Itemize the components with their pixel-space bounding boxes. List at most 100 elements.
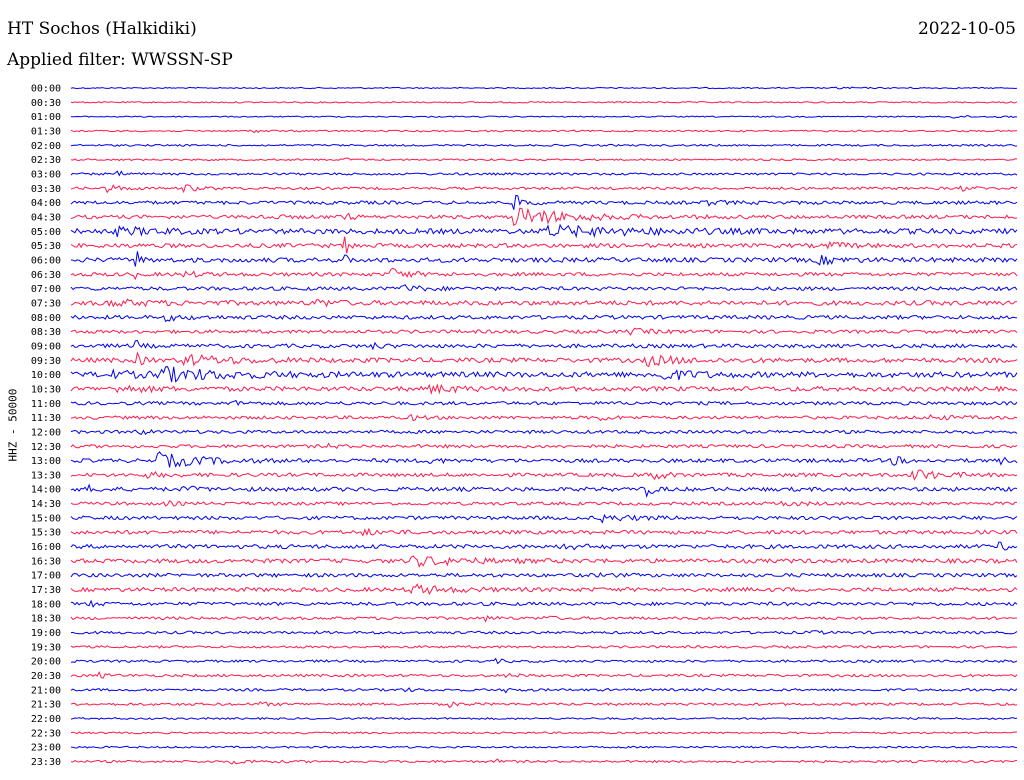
time-label: 12:30 [31,442,61,453]
time-label: 17:00 [31,571,61,582]
trace-line [70,583,1018,596]
time-label: 03:30 [31,184,61,195]
time-label: 12:00 [31,427,61,438]
time-label: 18:00 [31,599,61,610]
trace-line [70,413,1018,422]
trace-line [70,366,1018,383]
trace-line [70,555,1018,568]
time-label: 01:30 [31,127,61,138]
filter-label: Applied filter: WWSSN-SP [7,50,233,70]
trace-line [70,657,1018,665]
seismic-traces [70,86,1018,765]
trace-line [70,170,1018,177]
time-label: 15:30 [31,528,61,539]
trace-line [70,383,1018,395]
time-label: 10:00 [31,370,61,381]
trace-line [70,731,1018,735]
time-label: 00:30 [31,98,61,109]
time-label: 05:00 [31,227,61,238]
time-label: 20:00 [31,657,61,668]
trace-line [70,599,1018,608]
time-label: 03:00 [31,170,61,181]
trace-line [70,339,1018,351]
time-label: 09:00 [31,341,61,352]
time-label: 18:30 [31,614,61,625]
time-label: 11:30 [31,413,61,424]
trace-line [70,143,1018,147]
trace-line [70,630,1018,635]
trace-line [70,513,1018,524]
trace-line [70,298,1017,308]
time-label: 11:00 [31,399,61,410]
trace-line [70,236,1018,254]
time-labels: 00:00 00:30 01:00 01:30 02:00 02:30 03:00 03:30… [31,84,61,769]
trace-line [70,614,1018,623]
time-label: 16:00 [31,542,61,553]
time-label: 10:30 [31,384,61,395]
time-label: 06:30 [31,270,61,281]
time-label: 19:30 [31,642,61,653]
time-label: 14:30 [31,499,61,510]
time-label: 08:30 [31,327,61,338]
trace-line [70,571,1018,578]
trace-line [70,399,1018,407]
time-label: 13:00 [31,456,61,467]
time-label: 15:00 [31,513,61,524]
time-label: 06:00 [31,256,61,267]
time-label: 08:00 [31,313,61,324]
time-label: 13:30 [31,470,61,481]
trace-line [70,327,1018,336]
time-label: 22:00 [31,714,61,725]
time-label: 22:30 [31,728,61,739]
time-label: 00:00 [31,84,61,95]
trace-line [70,469,1018,481]
trace-line [70,100,1018,104]
trace-line [70,86,1018,90]
trace-line [70,314,1018,323]
trace-line [70,129,1018,134]
trace-line [70,157,1018,162]
trace-line [70,745,1018,749]
time-label: 20:30 [31,671,61,682]
trace-line [70,499,1018,507]
time-label: 07:30 [31,298,61,309]
trace-line [70,251,1018,267]
time-label: 23:00 [31,743,61,754]
trace-line [70,716,1018,721]
trace-line [70,207,1018,226]
trace-line [70,527,1018,537]
time-label: 02:00 [31,141,61,152]
time-label: 01:00 [31,112,61,123]
trace-line [70,670,1018,679]
time-label: 23:30 [31,757,61,768]
time-label: 07:00 [31,284,61,295]
time-label: 21:30 [31,700,61,711]
time-label: 04:30 [31,213,61,224]
trace-line [70,351,1018,368]
trace-line [70,267,1018,281]
trace-line [70,442,1018,450]
time-label: 17:30 [31,585,61,596]
time-label: 04:00 [31,198,61,209]
time-label: 19:00 [31,628,61,639]
time-label: 14:00 [31,485,61,496]
trace-line [70,644,1018,649]
time-label: 09:30 [31,356,61,367]
plot-date: 2022-10-05 [917,19,1016,39]
trace-line [70,483,1018,499]
trace-line [70,115,1018,119]
trace-line [70,223,1018,239]
trace-line [70,429,1018,436]
trace-line [70,284,1018,292]
time-label: 02:30 [31,155,61,166]
station-title: HT Sochos (Halkidiki) [7,19,197,39]
trace-line [70,194,1018,210]
time-label: 16:30 [31,556,61,567]
trace-line [70,687,1018,694]
time-label: 05:30 [31,241,61,252]
trace-line [70,541,1018,551]
trace-line [70,184,1018,194]
time-label: 21:00 [31,685,61,696]
trace-line [70,758,1018,765]
